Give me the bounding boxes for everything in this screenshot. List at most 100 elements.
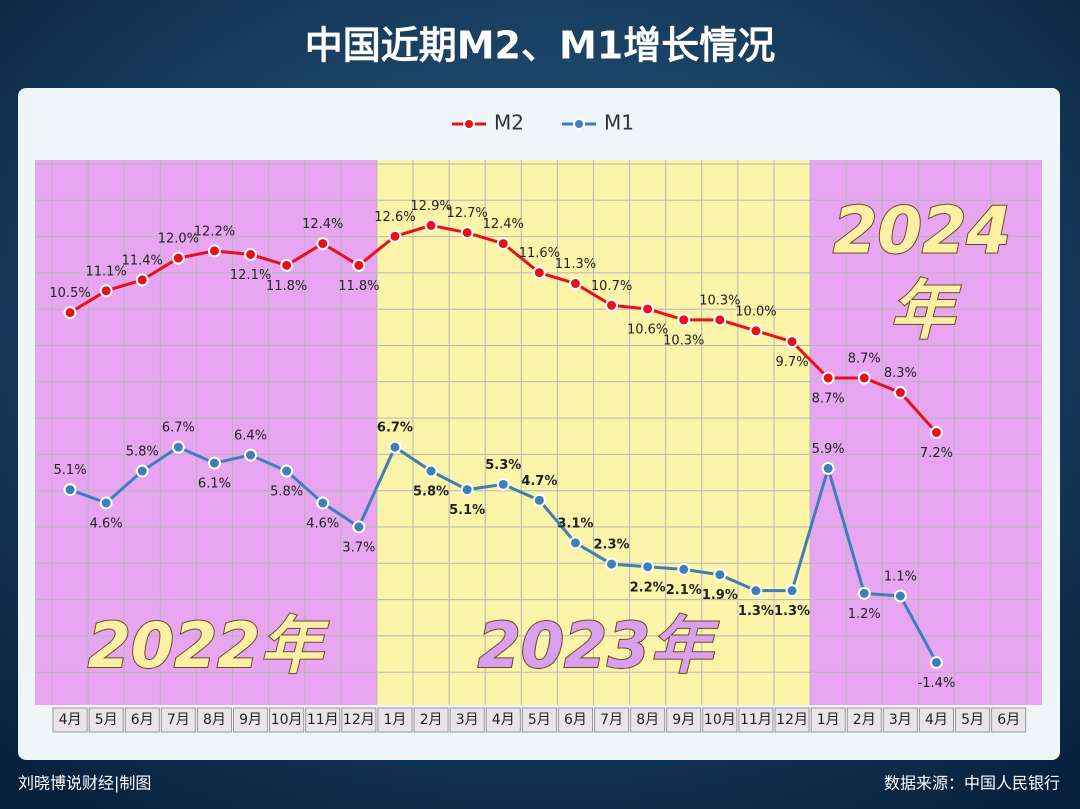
data-point: [641, 302, 655, 316]
data-label: 9.7%: [776, 355, 809, 370]
data-point: [171, 440, 185, 454]
x-tick-label: 3月: [889, 712, 912, 728]
x-tick-cell: [124, 707, 160, 733]
year-label: 2024: [833, 195, 1011, 269]
year-label: 2022年: [88, 609, 330, 682]
x-tick-cell: [810, 707, 846, 733]
year-label: 2023年: [478, 609, 720, 682]
data-point: [316, 237, 330, 251]
x-tick-label: 12月: [776, 712, 808, 728]
x-tick-cell: [738, 707, 774, 733]
x-tick-label: 12月: [343, 712, 375, 728]
x-tick-cell: [305, 707, 341, 733]
data-label: 5.8%: [413, 485, 449, 500]
data-point: [677, 313, 691, 327]
data-label: 12.6%: [374, 210, 415, 225]
x-tick-label: 10月: [704, 712, 736, 728]
data-point: [713, 568, 727, 582]
data-label: -1.4%: [918, 676, 956, 691]
x-tick-cell: [160, 707, 196, 733]
data-label: 5.8%: [270, 485, 303, 500]
x-tick-cell: [702, 707, 738, 733]
data-point: [641, 560, 655, 574]
data-label: 10.7%: [591, 279, 632, 294]
data-label: 7.2%: [920, 446, 953, 461]
x-tick-cell: [233, 707, 269, 733]
footer-left: 刘晓博说财经|制图: [18, 774, 151, 793]
x-tick-cell: [413, 707, 449, 733]
year-label: 年: [890, 275, 961, 349]
data-point: [135, 273, 149, 287]
x-tick-label: 5月: [95, 712, 118, 728]
x-tick-cell: [955, 707, 991, 733]
data-label: 6.4%: [234, 429, 267, 444]
period-bg: [35, 160, 377, 705]
data-label: 1.2%: [848, 607, 881, 622]
data-point: [749, 324, 763, 338]
legend-label: M1: [604, 111, 634, 135]
x-tick-label: 8月: [203, 712, 226, 728]
data-label: 4.7%: [521, 474, 557, 489]
data-label: 2.2%: [630, 580, 666, 595]
data-label: 1.9%: [702, 588, 738, 603]
x-tick-label: 6月: [997, 712, 1020, 728]
data-point: [749, 584, 763, 598]
x-tick-label: 3月: [456, 712, 479, 728]
data-point: [857, 586, 871, 600]
x-tick-label: 8月: [636, 712, 659, 728]
data-label: 10.6%: [627, 322, 668, 337]
data-point: [713, 313, 727, 327]
x-tick-label: 5月: [528, 712, 551, 728]
x-tick-label: 1月: [817, 712, 840, 728]
x-tick-cell: [557, 707, 594, 733]
data-label: 6.7%: [162, 421, 195, 436]
x-tick-label: 4月: [492, 712, 515, 728]
data-point: [99, 284, 113, 298]
data-point: [605, 298, 619, 312]
legend-marker: [463, 118, 475, 130]
data-label: 12.0%: [158, 232, 199, 247]
x-tick-label: 9月: [672, 712, 695, 728]
data-point: [568, 536, 582, 550]
data-label: 5.3%: [485, 458, 521, 473]
data-label: 5.8%: [126, 445, 159, 460]
data-label: 8.7%: [812, 392, 845, 407]
data-label: 10.3%: [699, 293, 740, 308]
data-label: 2.3%: [594, 538, 630, 553]
chart-title: 中国近期M2、M1增长情况: [305, 24, 776, 68]
data-label: 12.9%: [410, 199, 451, 214]
data-point: [388, 440, 402, 454]
data-label: 6.7%: [377, 421, 413, 436]
x-tick-cell: [991, 707, 1027, 733]
x-tick-label: 6月: [131, 712, 154, 728]
data-point: [785, 335, 799, 349]
data-label: 3.1%: [557, 516, 593, 531]
data-point: [460, 226, 474, 240]
x-tick-cell: [774, 707, 810, 733]
data-point: [244, 448, 258, 462]
data-point: [821, 461, 835, 475]
x-tick-label: 2月: [853, 712, 876, 728]
data-point: [568, 277, 582, 291]
data-point: [207, 244, 221, 258]
data-point: [280, 258, 294, 272]
x-tick-cell: [630, 707, 666, 733]
data-point: [352, 258, 366, 272]
data-label: 10.0%: [735, 304, 776, 319]
x-tick-cell: [377, 707, 413, 733]
x-tick-cell: [449, 707, 485, 733]
period-bg: [810, 160, 1042, 705]
data-point: [99, 496, 113, 510]
source: 数据来源：中国人民银行: [884, 774, 1060, 793]
data-label: 5.1%: [449, 503, 485, 518]
x-tick-label: 7月: [600, 712, 623, 728]
data-point: [207, 456, 221, 470]
data-label: 1.1%: [884, 570, 917, 585]
data-point: [63, 483, 77, 497]
data-point: [929, 655, 943, 669]
data-label: 8.7%: [848, 352, 881, 367]
data-point: [460, 483, 474, 497]
data-point: [677, 562, 691, 576]
x-tick-cell: [196, 707, 232, 733]
